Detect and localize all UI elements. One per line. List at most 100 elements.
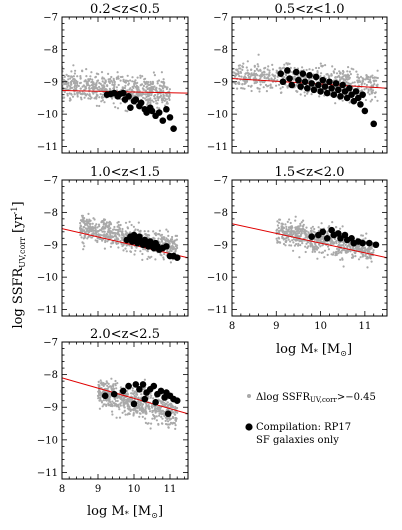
- gray-point: [102, 403, 105, 406]
- gray-point: [365, 83, 368, 87]
- gray-point: [278, 67, 281, 70]
- gray-point: [120, 401, 123, 404]
- gray-point: [372, 249, 375, 252]
- gray-point: [136, 81, 139, 84]
- gray-point: [288, 218, 291, 221]
- gray-point: [364, 254, 367, 257]
- gray-point: [88, 84, 91, 87]
- gray-point: [280, 225, 283, 228]
- gray-point: [146, 82, 149, 85]
- gray-point: [148, 234, 151, 237]
- gray-point: [258, 87, 261, 90]
- gray-point: [335, 226, 338, 229]
- gray-point: [365, 76, 368, 80]
- compilation-points: [277, 67, 378, 128]
- gray-point: [250, 89, 253, 93]
- panel-2: −7 −8 −9 −10 −11 0.5<z<1.0: [207, 2, 388, 154]
- gray-point: [133, 82, 136, 86]
- compilation-point: [308, 80, 316, 87]
- gray-point: [76, 80, 79, 83]
- gray-point: [148, 256, 151, 259]
- gray-point: [240, 87, 243, 90]
- gray-point: [149, 427, 152, 430]
- gray-point: [105, 399, 108, 402]
- gray-point: [83, 229, 86, 232]
- gray-point: [317, 66, 320, 70]
- gray-point: [165, 228, 168, 231]
- gray-point: [70, 86, 74, 89]
- gray-point: [101, 99, 104, 102]
- gray-point: [154, 97, 157, 100]
- gray-point: [100, 394, 103, 397]
- gray-point: [91, 228, 94, 231]
- gray-point: [369, 100, 372, 103]
- gray-point: [147, 98, 150, 101]
- compilation-point: [330, 91, 338, 99]
- gray-point: [85, 68, 88, 71]
- gray-point: [99, 82, 102, 85]
- gray-point: [153, 408, 157, 411]
- gray-point: [112, 102, 115, 105]
- gray-point: [257, 53, 260, 56]
- gray-point: [278, 83, 281, 86]
- gray-point: [346, 250, 350, 253]
- gray-point: [123, 399, 126, 402]
- gray-point: [96, 240, 99, 244]
- gray-point: [138, 230, 141, 233]
- gray-point: [285, 225, 288, 228]
- gray-point: [370, 90, 373, 93]
- gray-point: [113, 80, 116, 84]
- gray-point: [87, 225, 90, 228]
- gray-point: [310, 93, 313, 96]
- gray-point: [114, 404, 117, 407]
- y-tick-label: −10: [207, 110, 228, 121]
- gray-point: [99, 379, 102, 382]
- gray-point: [166, 250, 169, 253]
- gray-point: [376, 83, 379, 86]
- gray-point: [79, 87, 82, 90]
- gray-point: [145, 402, 148, 405]
- gray-point: [280, 91, 283, 94]
- gray-point: [128, 220, 131, 223]
- gray-point: [166, 238, 169, 241]
- gray-point: [296, 232, 299, 235]
- gray-point: [103, 82, 106, 85]
- compilation-point: [310, 86, 318, 94]
- gray-point: [174, 419, 178, 422]
- compilation-point: [295, 76, 302, 84]
- y-tick-label: −8: [213, 208, 228, 219]
- gray-point: [88, 86, 91, 90]
- gray-point: [80, 98, 83, 101]
- gray-point: [171, 235, 174, 239]
- y-tick-label: −10: [37, 110, 58, 121]
- compilation-point: [361, 107, 369, 115]
- gray-point: [260, 73, 263, 76]
- gray-point: [115, 86, 118, 89]
- gray-point: [165, 87, 168, 91]
- gray-point: [124, 398, 128, 401]
- gray-point: [66, 94, 69, 97]
- gray-point: [302, 225, 305, 228]
- gray-point: [136, 76, 139, 79]
- gray-point: [155, 102, 158, 105]
- gray-point: [260, 75, 263, 78]
- gray-point: [285, 232, 288, 235]
- gray-point: [344, 251, 347, 254]
- gray-point: [347, 66, 350, 69]
- gray-point: [120, 395, 123, 398]
- gray-point: [354, 252, 357, 255]
- gray-point: [86, 237, 89, 240]
- gray-point: [156, 82, 159, 85]
- gray-point: [301, 239, 304, 242]
- gray-point: [278, 218, 281, 221]
- gray-point: [319, 74, 322, 78]
- gray-point: [237, 73, 240, 76]
- gray-point: [82, 242, 85, 245]
- gray-point: [136, 410, 139, 413]
- gray-point: [331, 65, 334, 68]
- gray-point: [107, 72, 110, 75]
- gray-point: [293, 66, 296, 70]
- gray-point: [249, 75, 252, 78]
- gray-point: [95, 223, 98, 226]
- gray-point: [118, 416, 122, 419]
